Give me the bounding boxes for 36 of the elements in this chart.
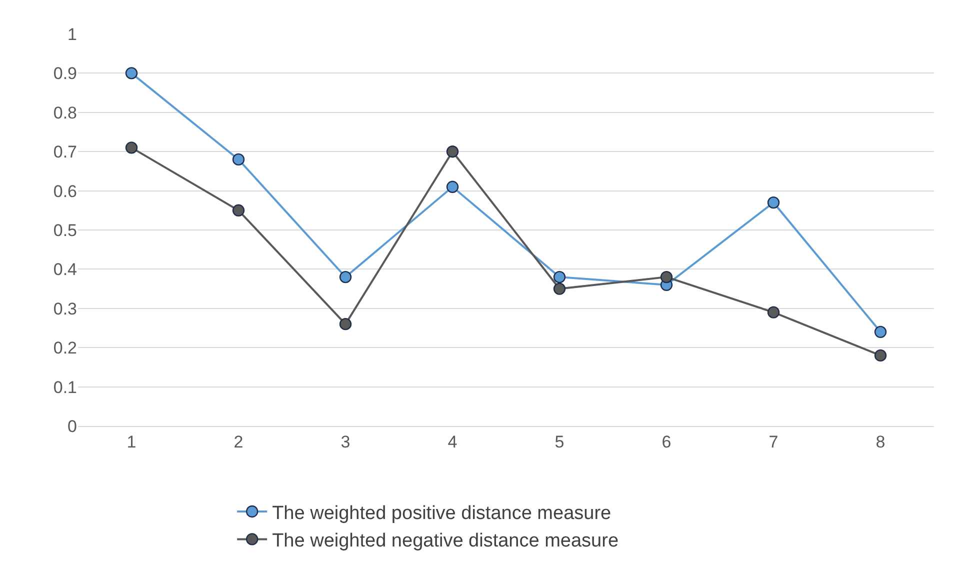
point bbox=[232, 204, 245, 216]
y-tick-label: 0.7 bbox=[53, 142, 77, 162]
x-tick-label: 2 bbox=[234, 432, 244, 452]
point bbox=[339, 270, 352, 284]
y-tick-label: 0.9 bbox=[53, 64, 77, 84]
x-tick-label: 1 bbox=[126, 432, 136, 452]
point bbox=[767, 196, 780, 209]
y-tick-label: 0.1 bbox=[53, 378, 77, 397]
point bbox=[125, 142, 138, 154]
y-tick-label: 0.4 bbox=[53, 260, 77, 280]
point bbox=[553, 270, 566, 284]
point bbox=[446, 146, 459, 158]
point bbox=[660, 270, 673, 284]
y-tick-label: 0.3 bbox=[53, 299, 77, 318]
point bbox=[874, 349, 887, 362]
x-tick-label: 3 bbox=[340, 432, 350, 452]
x-tick-label: 7 bbox=[768, 432, 778, 452]
legend-label: The weighted positive distance measure bbox=[272, 502, 612, 524]
point bbox=[125, 67, 138, 80]
y-tick-label: 0 bbox=[68, 416, 77, 436]
point bbox=[339, 318, 352, 330]
point bbox=[767, 306, 780, 318]
y-tick-label: 0.2 bbox=[53, 338, 77, 358]
point bbox=[874, 326, 887, 338]
point bbox=[232, 153, 245, 166]
point bbox=[553, 282, 566, 295]
point bbox=[446, 180, 459, 193]
x-tick-label: 4 bbox=[448, 432, 458, 452]
y-tick-label: 0.5 bbox=[53, 220, 77, 240]
x-tick-label: 8 bbox=[876, 432, 886, 452]
y-tick-label: 0.6 bbox=[53, 182, 77, 201]
y-tick-label: 0.8 bbox=[53, 103, 77, 122]
y-tick-label: 1 bbox=[68, 24, 77, 44]
x-tick-label: 6 bbox=[662, 432, 672, 452]
x-tick-label: 5 bbox=[554, 432, 564, 452]
legend-label: The weighted negative distance measure bbox=[272, 530, 619, 552]
